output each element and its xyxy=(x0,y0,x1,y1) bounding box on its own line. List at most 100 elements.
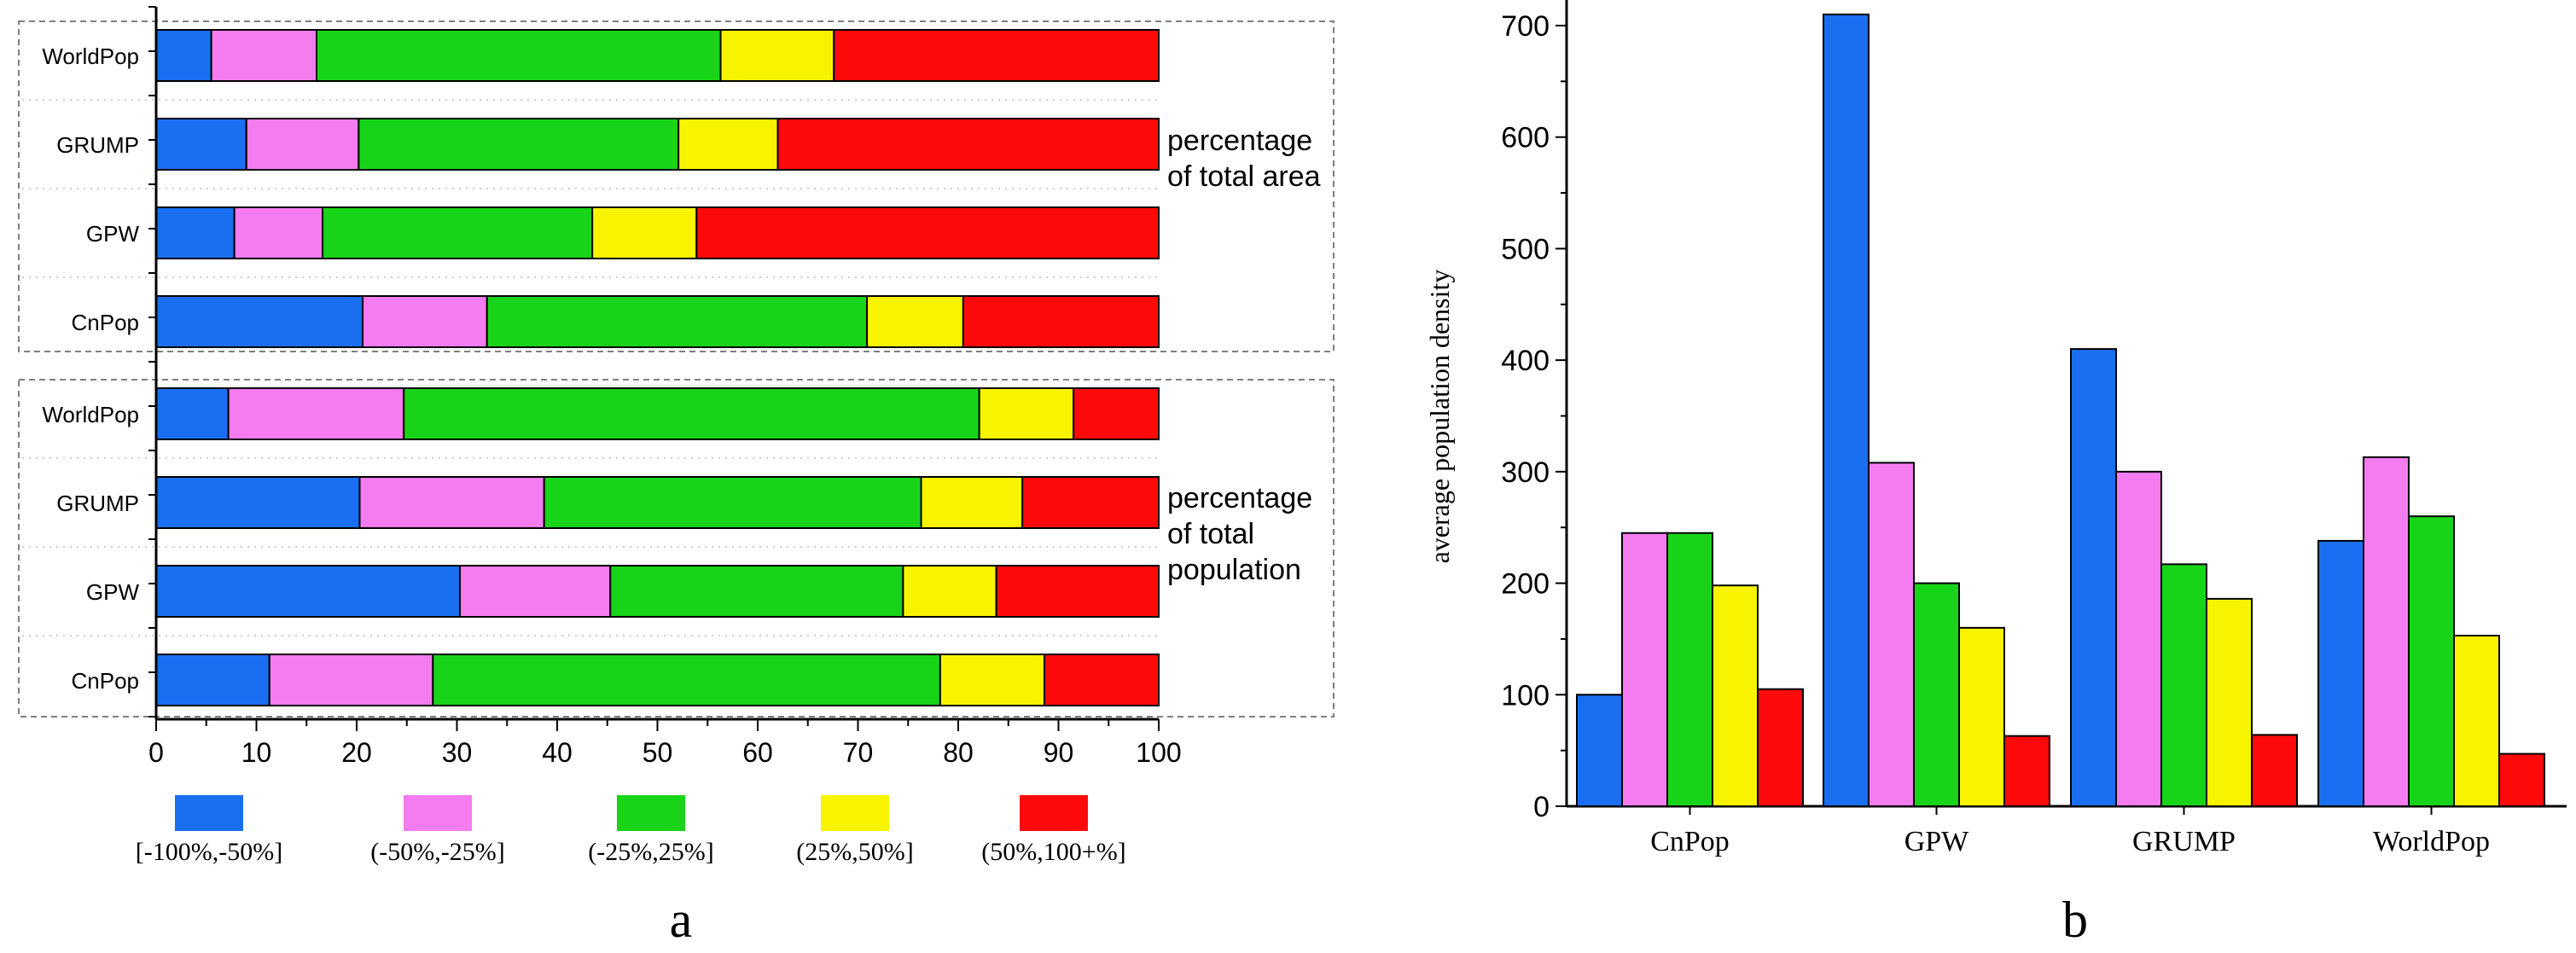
bar-group-cnpop xyxy=(1576,532,1804,808)
group-label-line: of total xyxy=(1167,518,1254,550)
x-tick-label: CnPop xyxy=(1650,826,1730,857)
bar-segment xyxy=(486,295,869,348)
y-tick-label: 100 xyxy=(1501,679,1550,712)
bar-segment xyxy=(155,118,247,171)
group-label-line: percentage xyxy=(1167,125,1312,157)
bar-segment xyxy=(1021,476,1160,529)
row-label: WorldPop xyxy=(42,402,139,427)
bar-segment xyxy=(609,565,904,618)
bar-row-worldpop: WorldPop xyxy=(22,387,1160,459)
bar xyxy=(2115,470,2162,807)
legend-entry: (25%,50%] xyxy=(796,795,914,866)
row-label: GPW xyxy=(86,221,140,247)
bar xyxy=(2498,753,2545,807)
legend-swatch xyxy=(821,795,889,831)
y-tick-label: 300 xyxy=(1501,456,1550,489)
bar-segment xyxy=(978,387,1075,440)
bar-segment xyxy=(362,295,488,348)
group-label: percentage of total population xyxy=(1167,482,1312,586)
group-label-line: percentage xyxy=(1167,482,1312,514)
x-tick-label: 0 xyxy=(148,737,164,768)
bar xyxy=(1913,582,1960,807)
bar-group-grump xyxy=(2070,348,2298,808)
x-tick-label: 30 xyxy=(442,737,473,768)
bar xyxy=(2408,515,2455,808)
bar-segment xyxy=(866,295,964,348)
legend-label: (50%,100+%] xyxy=(981,838,1125,866)
bar-segment xyxy=(268,654,434,706)
bar-row-gpw: GPW xyxy=(22,565,1160,636)
panel-label: a xyxy=(670,892,693,948)
bar-segment xyxy=(591,206,698,259)
y-tick-label: 700 xyxy=(1501,10,1550,43)
row-label: GPW xyxy=(86,579,140,605)
bar xyxy=(1868,462,1915,808)
group-frame xyxy=(18,379,1335,718)
bar xyxy=(1757,688,1804,807)
bar xyxy=(1621,532,1668,807)
y-tick-label: 0 xyxy=(1533,791,1550,823)
bar-segment xyxy=(155,654,270,706)
y-tick-label: 400 xyxy=(1501,345,1550,377)
bar-segment xyxy=(155,476,361,529)
bar-segment xyxy=(902,565,997,618)
bar-segment xyxy=(459,565,612,618)
bar-segment xyxy=(316,29,722,82)
x-tick-label: GRUMP xyxy=(2132,826,2236,857)
legend-label: (-50%,-25%] xyxy=(370,838,504,866)
bar-row-grump: GRUMP xyxy=(22,118,1160,189)
legend-label: [-100%,-50%] xyxy=(136,838,282,866)
bar-group-worldpop xyxy=(2317,456,2545,808)
x-tick-label: 40 xyxy=(542,737,573,768)
bar-row-worldpop: WorldPop xyxy=(22,29,1160,101)
bar-row-cnpop: CnPop xyxy=(72,295,1160,348)
legend-swatch xyxy=(1020,795,1088,831)
x-tick-label: 80 xyxy=(943,737,974,768)
bar-row-cnpop: CnPop xyxy=(72,654,1160,706)
x-tick-label: 100 xyxy=(1136,737,1181,768)
y-tick-label: 200 xyxy=(1501,568,1550,601)
bar-segment xyxy=(833,29,1160,82)
row-label: CnPop xyxy=(72,310,140,335)
bar-row-grump: GRUMP xyxy=(22,476,1160,548)
bar xyxy=(1576,694,1623,807)
group-label-line: population xyxy=(1167,554,1301,586)
legend-entry: [-100%,-50%] xyxy=(136,795,282,866)
bar-row-gpw: GPW xyxy=(22,206,1160,278)
x-tick-label: WorldPop xyxy=(2373,826,2490,857)
bar-segment xyxy=(1073,387,1160,440)
y-axis-label: average population density xyxy=(1424,270,1455,564)
bar-segment xyxy=(920,476,1024,529)
panel-label: b xyxy=(2062,892,2088,948)
bar xyxy=(2070,348,2117,808)
bar xyxy=(2363,456,2410,807)
legend-entry: (-50%,-25%] xyxy=(370,795,505,866)
group-label: percentage of total area xyxy=(1167,125,1321,193)
bar-segment xyxy=(995,565,1160,618)
bar-segment xyxy=(358,118,680,171)
bars xyxy=(1576,13,2545,808)
bar-segment xyxy=(233,206,324,259)
legend-label: (-25%,25%] xyxy=(588,838,713,866)
bar-segment xyxy=(227,387,405,440)
bar xyxy=(1958,626,2005,807)
x-tick-label: GPW xyxy=(1904,826,1969,857)
x-tick-label: 50 xyxy=(643,737,673,768)
x-tick-label: 90 xyxy=(1044,737,1074,768)
row-label: GRUMP xyxy=(56,491,139,516)
bar-segment xyxy=(543,476,922,529)
bar-segment xyxy=(677,118,779,171)
bar-group-gpw xyxy=(1823,13,2050,808)
bar xyxy=(1823,13,1869,807)
bar xyxy=(2160,563,2207,807)
group-label-line: of total area xyxy=(1167,160,1321,193)
x-tick-label: 10 xyxy=(241,737,272,768)
panel-b-grouped-bar-chart: 0 100 200 300 400 500 600 700 average population… xyxy=(1424,0,2567,948)
bar xyxy=(1712,584,1759,808)
x-tick-label: 20 xyxy=(341,737,372,768)
bar-segment xyxy=(322,206,594,259)
bar-segment xyxy=(358,476,545,529)
group-frame xyxy=(18,20,1335,352)
bar-segment xyxy=(939,654,1046,706)
